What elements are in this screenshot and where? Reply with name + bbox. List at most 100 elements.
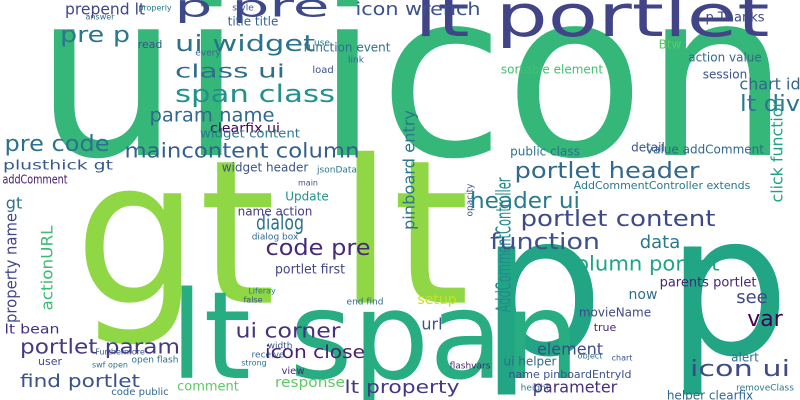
word: width <box>268 342 293 352</box>
word: read <box>138 38 163 51</box>
word: Update <box>285 190 328 204</box>
word: function event <box>303 41 390 55</box>
word: AddCommentController <box>492 177 516 312</box>
word: helper clearfix <box>667 389 753 400</box>
word: flashvars <box>450 362 491 372</box>
word: view <box>281 366 304 377</box>
word: header ui <box>470 189 580 214</box>
word: load <box>312 65 333 76</box>
word: p Thanks <box>705 11 764 26</box>
word: jsonData <box>316 166 357 176</box>
word: var <box>747 307 784 332</box>
word: name action <box>238 205 313 219</box>
word: lt portlet <box>415 0 770 50</box>
word: true <box>594 321 617 334</box>
word: portlet first <box>275 263 345 278</box>
word: response <box>275 375 345 391</box>
word: every <box>195 49 221 59</box>
word: link <box>348 56 365 66</box>
word: url <box>421 315 442 334</box>
word: lt div <box>740 92 800 117</box>
word: icon close <box>265 342 365 363</box>
word: object <box>578 352 603 361</box>
word: data <box>640 232 681 253</box>
word: portlet param <box>20 335 180 359</box>
word: code public <box>111 387 168 398</box>
word: strong <box>241 359 266 368</box>
word: column portlet <box>565 252 720 276</box>
word: pinboard entry <box>400 110 419 230</box>
word: opacity <box>466 183 476 217</box>
word: maincontent column <box>125 139 360 163</box>
word: use <box>314 39 330 49</box>
word: dialog box <box>252 233 299 243</box>
word: find portlet <box>20 371 140 392</box>
word: lt bean <box>5 323 60 338</box>
word: clearfix ui <box>210 122 280 137</box>
word: chart id <box>739 75 800 94</box>
word: false <box>243 296 262 305</box>
word: pre p <box>60 23 130 48</box>
word: ui corner <box>236 319 342 343</box>
word: param name <box>150 105 275 127</box>
word: Furthermore <box>95 348 145 357</box>
word: name pinboardEntryId <box>509 368 632 381</box>
word: chart <box>612 354 633 363</box>
word: parameter <box>533 378 618 397</box>
word: dialog <box>256 211 304 235</box>
word: portlet content <box>521 207 716 232</box>
word: detail <box>631 141 665 155</box>
word: icon wrench <box>356 0 481 20</box>
word: see <box>736 287 768 308</box>
word: swf open <box>92 361 128 370</box>
word: main <box>298 179 318 188</box>
word: actionURL <box>38 225 57 310</box>
word: ui widget <box>175 32 316 57</box>
word: portlet header <box>515 159 701 184</box>
word: user <box>38 355 62 368</box>
word: AddCommentController extends <box>574 179 751 192</box>
word: class ui <box>175 61 285 83</box>
word: span class <box>175 80 335 108</box>
word: gt <box>6 194 22 213</box>
word: style <box>232 4 254 14</box>
word: comment <box>177 380 239 395</box>
word: function <box>490 230 600 255</box>
word: movieName <box>579 306 651 320</box>
word: public class <box>510 145 580 159</box>
word: code pre <box>266 236 371 261</box>
word: height <box>521 384 550 394</box>
word: prepend lt <box>65 0 145 19</box>
word: ui helper <box>503 355 556 369</box>
word: parents portlet <box>660 276 757 291</box>
word: widget header <box>222 161 309 175</box>
word: addComment <box>3 173 68 187</box>
word: sortable element <box>501 63 604 77</box>
word: receive <box>252 351 285 361</box>
word: icon ui <box>690 357 790 382</box>
word: Liferay <box>248 287 276 296</box>
word: end find <box>347 298 384 308</box>
word: Btw <box>659 38 682 52</box>
word: ui icon <box>35 0 790 210</box>
word: property name <box>2 213 21 323</box>
word: properly <box>138 4 172 13</box>
word: click function <box>768 98 787 203</box>
word: action value <box>688 51 762 65</box>
word: session <box>703 68 747 82</box>
word: open flash <box>132 356 179 366</box>
word: plusthick gt <box>3 159 113 174</box>
word: p pre <box>175 0 330 25</box>
word: removeClass <box>736 384 794 394</box>
word: widget content <box>200 127 300 141</box>
word: lt property <box>345 377 460 398</box>
word: title title <box>228 15 279 29</box>
word: value addComment <box>646 143 764 157</box>
word: answer <box>86 13 116 22</box>
word: setup <box>417 292 456 308</box>
word: now <box>629 287 658 303</box>
word: alert <box>731 351 759 365</box>
